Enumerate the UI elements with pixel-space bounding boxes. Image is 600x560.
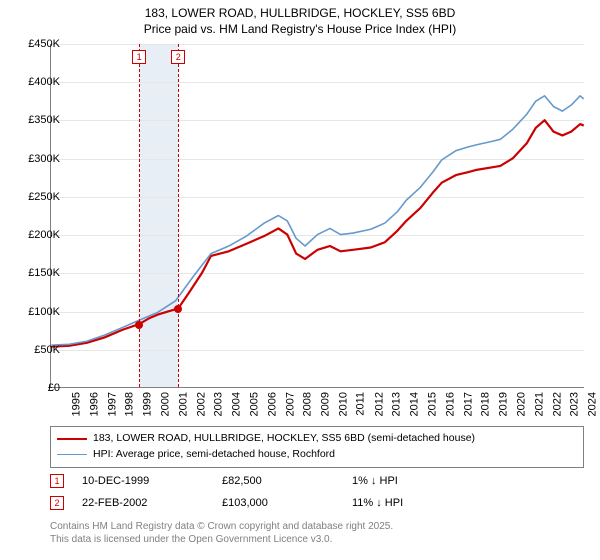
y-axis-label: £150K — [10, 267, 60, 279]
sale-point — [174, 305, 182, 313]
x-axis-label: 2024 — [587, 392, 599, 416]
x-axis-label: 2001 — [177, 392, 189, 416]
y-axis-label: £300K — [10, 153, 60, 165]
y-axis-label: £50K — [10, 344, 60, 356]
sale-delta: 1% ↓ HPI — [352, 475, 472, 487]
title-line-1: 183, LOWER ROAD, HULLBRIDGE, HOCKLEY, SS… — [0, 6, 600, 22]
legend-item-property: 183, LOWER ROAD, HULLBRIDGE, HOCKLEY, SS… — [57, 431, 577, 447]
x-axis-label: 2004 — [231, 392, 243, 416]
attribution-line-1: Contains HM Land Registry data © Crown c… — [50, 520, 393, 533]
attribution: Contains HM Land Registry data © Crown c… — [50, 520, 393, 546]
legend-label-property: 183, LOWER ROAD, HULLBRIDGE, HOCKLEY, SS… — [93, 431, 475, 447]
sale-date: 10-DEC-1999 — [82, 475, 222, 487]
x-axis-label: 2009 — [320, 392, 332, 416]
y-axis-label: £0 — [10, 382, 60, 394]
line-series-svg — [51, 44, 584, 387]
x-axis-label: 2007 — [284, 392, 296, 416]
table-row: 1 10-DEC-1999 £82,500 1% ↓ HPI — [50, 470, 584, 492]
x-axis-label: 2014 — [409, 392, 421, 416]
x-axis-label: 2016 — [444, 392, 456, 416]
x-axis-label: 2011 — [354, 392, 366, 416]
x-axis-label: 2008 — [302, 392, 314, 416]
x-axis-label: 2005 — [248, 392, 260, 416]
sale-date: 22-FEB-2002 — [82, 497, 222, 509]
x-axis-label: 2012 — [373, 392, 385, 416]
sale-marker-box: 2 — [171, 50, 185, 64]
series-line-hpi — [51, 96, 583, 345]
sale-marker-2: 2 — [50, 496, 64, 510]
legend-swatch-hpi — [57, 454, 87, 456]
x-axis-label: 2002 — [195, 392, 207, 416]
legend-swatch-property — [57, 438, 87, 440]
chart-container: 183, LOWER ROAD, HULLBRIDGE, HOCKLEY, SS… — [0, 0, 600, 560]
attribution-line-2: This data is licensed under the Open Gov… — [50, 533, 393, 546]
x-axis-label: 2022 — [551, 392, 563, 416]
legend-label-hpi: HPI: Average price, semi-detached house,… — [93, 447, 335, 463]
sale-delta: 11% ↓ HPI — [352, 497, 472, 509]
x-axis-label: 1997 — [106, 392, 118, 416]
sale-marker-line — [178, 44, 179, 387]
x-axis-label: 1996 — [88, 392, 100, 416]
sale-price: £103,000 — [222, 497, 352, 509]
sale-marker-1: 1 — [50, 474, 64, 488]
y-axis-label: £100K — [10, 306, 60, 318]
x-axis-label: 2000 — [159, 392, 171, 416]
x-axis-label: 2003 — [213, 392, 225, 416]
x-axis-label: 2021 — [533, 392, 545, 416]
x-axis-label: 2017 — [462, 392, 474, 416]
x-axis-label: 2019 — [498, 392, 510, 416]
x-axis-label: 1999 — [142, 392, 154, 416]
sale-marker-box: 1 — [132, 50, 146, 64]
y-axis-label: £450K — [10, 38, 60, 50]
legend-item-hpi: HPI: Average price, semi-detached house,… — [57, 447, 577, 463]
x-axis-label: 2023 — [569, 392, 581, 416]
y-axis-label: £350K — [10, 114, 60, 126]
x-axis-label: 2020 — [515, 392, 527, 416]
title-line-2: Price paid vs. HM Land Registry's House … — [0, 22, 600, 38]
x-axis-label: 2006 — [266, 392, 278, 416]
x-axis-label: 1995 — [70, 392, 82, 416]
y-axis-label: £250K — [10, 191, 60, 203]
x-axis-label: 2013 — [391, 392, 403, 416]
y-axis-label: £400K — [10, 76, 60, 88]
chart-title: 183, LOWER ROAD, HULLBRIDGE, HOCKLEY, SS… — [0, 0, 600, 37]
legend-box: 183, LOWER ROAD, HULLBRIDGE, HOCKLEY, SS… — [50, 426, 584, 468]
sale-price: £82,500 — [222, 475, 352, 487]
y-axis-label: £200K — [10, 229, 60, 241]
sale-point — [135, 321, 143, 329]
plot-area: 12 — [50, 44, 584, 388]
sale-table: 1 10-DEC-1999 £82,500 1% ↓ HPI 2 22-FEB-… — [50, 470, 584, 514]
x-axis-label: 2018 — [480, 392, 492, 416]
sale-marker-line — [139, 44, 140, 387]
x-axis-label: 2010 — [337, 392, 349, 416]
x-axis-label: 2015 — [426, 392, 438, 416]
x-axis-label: 1998 — [124, 392, 136, 416]
table-row: 2 22-FEB-2002 £103,000 11% ↓ HPI — [50, 492, 584, 514]
series-line-property — [51, 120, 583, 346]
